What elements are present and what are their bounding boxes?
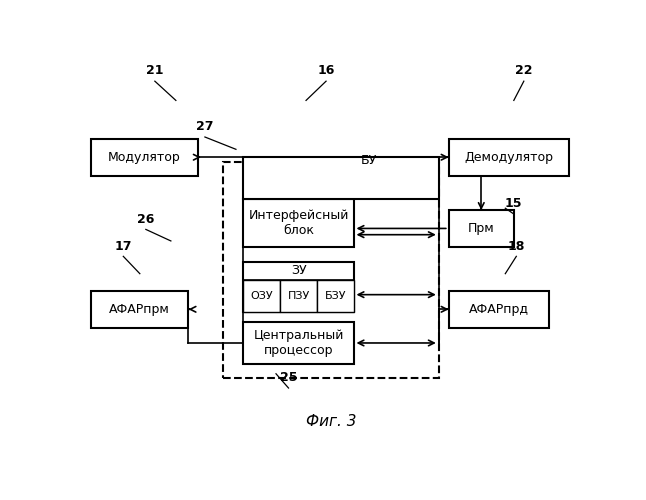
Text: Фиг. 3: Фиг. 3 bbox=[306, 414, 357, 430]
Text: 25: 25 bbox=[280, 371, 297, 384]
Bar bbox=[244, 198, 353, 246]
Bar bbox=[244, 262, 353, 312]
Bar bbox=[280, 280, 317, 312]
Text: БУ: БУ bbox=[360, 154, 377, 166]
Text: 26: 26 bbox=[137, 212, 154, 226]
Text: 16: 16 bbox=[317, 64, 335, 78]
Text: Интерфейсный
блок: Интерфейсный блок bbox=[248, 208, 349, 236]
Text: Прм: Прм bbox=[468, 222, 495, 235]
Text: 21: 21 bbox=[146, 64, 163, 78]
Bar bbox=[90, 291, 189, 328]
Bar bbox=[224, 162, 439, 378]
Bar bbox=[449, 210, 514, 246]
Bar bbox=[449, 139, 569, 175]
Text: Центральный
процессор: Центральный процессор bbox=[253, 329, 344, 357]
Text: Модулятор: Модулятор bbox=[109, 150, 181, 164]
Bar bbox=[90, 139, 198, 175]
Bar bbox=[244, 280, 280, 312]
Text: АФАРпрд: АФАРпрд bbox=[469, 303, 529, 316]
Text: Демодулятор: Демодулятор bbox=[464, 150, 554, 164]
Text: АФАРпрм: АФАРпрм bbox=[109, 303, 170, 316]
Text: 27: 27 bbox=[196, 120, 214, 133]
Bar bbox=[244, 322, 353, 364]
Text: 17: 17 bbox=[114, 240, 132, 252]
Text: ЗУ: ЗУ bbox=[291, 264, 306, 278]
Text: 18: 18 bbox=[508, 240, 525, 252]
Text: ОЗУ: ОЗУ bbox=[251, 291, 273, 301]
Bar bbox=[244, 157, 439, 198]
Text: БЗУ: БЗУ bbox=[324, 291, 346, 301]
Text: 15: 15 bbox=[505, 197, 523, 210]
Bar bbox=[449, 291, 549, 328]
Text: 22: 22 bbox=[515, 64, 532, 78]
Text: ПЗУ: ПЗУ bbox=[287, 291, 309, 301]
Bar bbox=[317, 280, 353, 312]
